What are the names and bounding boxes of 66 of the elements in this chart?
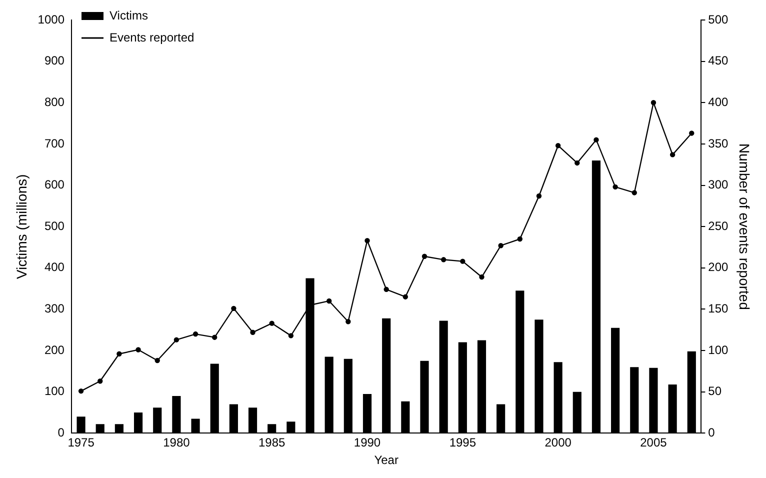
y-tick-label: 500 xyxy=(44,218,65,233)
point xyxy=(536,193,542,199)
y-axis-title: Victims (millions) xyxy=(13,174,30,279)
point xyxy=(594,137,599,142)
point xyxy=(326,298,332,304)
y2-tick-label: 200 xyxy=(708,260,729,274)
y2-tick-label: 100 xyxy=(708,342,729,357)
y-tick-label: 200 xyxy=(44,342,65,357)
legend-label: Victims xyxy=(109,8,148,22)
x-axis-title: Year xyxy=(374,453,398,468)
y-tick-label: 300 xyxy=(44,302,65,316)
point xyxy=(136,347,141,352)
point xyxy=(98,378,103,384)
point xyxy=(384,286,389,292)
y2-tick-label: 250 xyxy=(708,218,729,233)
y-tick-label: 400 xyxy=(44,260,65,274)
point xyxy=(689,130,694,136)
x-tick-label: 2000 xyxy=(544,436,572,450)
point xyxy=(346,319,351,324)
y-tick-label: 900 xyxy=(44,54,65,68)
point xyxy=(632,190,637,196)
point xyxy=(154,358,160,364)
y-tick-label: 0 xyxy=(58,426,65,440)
y2-tick-label: 500 xyxy=(708,12,729,26)
point xyxy=(670,152,676,158)
point xyxy=(192,331,198,337)
point xyxy=(231,306,236,312)
x-tick-label: 2005 xyxy=(640,436,668,450)
y2-tick-label: 450 xyxy=(708,54,729,68)
point xyxy=(422,254,428,259)
point xyxy=(479,274,484,280)
y-tick-label: 700 xyxy=(44,136,65,150)
y2-axis-title: Number of events reported xyxy=(736,143,753,310)
y-tick-label: 600 xyxy=(44,178,65,192)
y-tick-label: 1000 xyxy=(38,12,65,26)
x-tick-label: 1985 xyxy=(258,436,286,450)
y2-tick-label: 400 xyxy=(708,94,729,109)
point xyxy=(212,334,218,340)
point xyxy=(460,258,466,264)
x-tick-label: 1990 xyxy=(354,436,381,450)
point xyxy=(517,236,523,242)
point xyxy=(174,337,180,342)
legend-label: Events reported xyxy=(109,30,194,44)
point xyxy=(498,243,504,248)
y2-tick-label: 300 xyxy=(708,178,729,192)
y2-tick-label: 350 xyxy=(708,136,729,150)
point xyxy=(269,320,274,326)
y-tick-label: 100 xyxy=(44,384,65,398)
point xyxy=(78,388,84,394)
point xyxy=(116,351,122,356)
point xyxy=(574,160,580,166)
x-tick-label: 1980 xyxy=(163,436,190,450)
y2-tick-label: 150 xyxy=(708,302,729,316)
point xyxy=(555,143,561,148)
point xyxy=(650,100,656,106)
point xyxy=(402,294,408,300)
point xyxy=(440,257,446,262)
x-tick-label: 1995 xyxy=(449,436,476,450)
y-tick-label: 800 xyxy=(44,94,65,109)
point xyxy=(612,184,618,190)
x-tick-label: 1975 xyxy=(68,436,95,450)
point xyxy=(364,238,370,244)
y2-tick-label: 50 xyxy=(708,384,722,398)
y2-tick-label: 0 xyxy=(708,426,716,440)
point xyxy=(288,333,294,338)
point xyxy=(250,330,256,335)
